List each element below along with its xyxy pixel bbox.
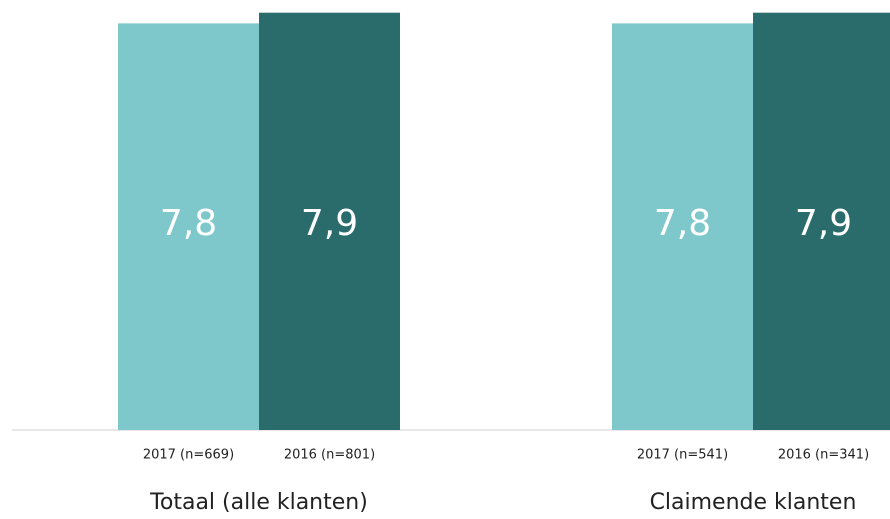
bar bbox=[612, 23, 753, 431]
bar-label: 2016 (n=801) bbox=[284, 448, 375, 463]
value-label: 7,8 bbox=[654, 203, 711, 244]
value-label: 7,8 bbox=[160, 203, 217, 244]
bar bbox=[753, 12, 890, 430]
bar bbox=[118, 23, 259, 431]
bar-label: 2017 (n=669) bbox=[143, 448, 234, 463]
value-label: 7,9 bbox=[301, 203, 358, 244]
value-label: 7,9 bbox=[795, 203, 852, 244]
bar bbox=[259, 12, 400, 430]
bar-label: 2016 (n=341) bbox=[778, 448, 869, 463]
bar-label: 2017 (n=541) bbox=[637, 448, 728, 463]
group-label: Totaal (alle klanten) bbox=[149, 490, 368, 515]
group-label: Claimende klanten bbox=[650, 490, 857, 515]
